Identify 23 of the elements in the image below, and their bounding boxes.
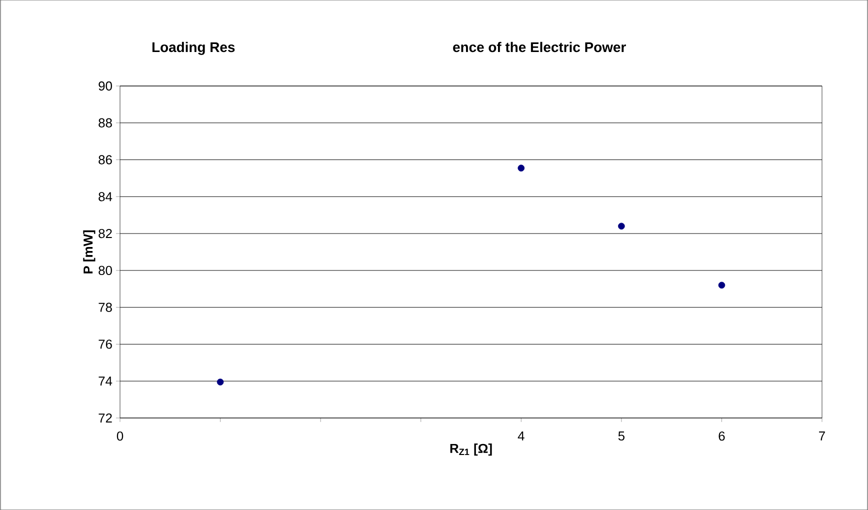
- y-tick-label: 90: [98, 81, 112, 91]
- y-tick-label: 84: [98, 192, 112, 202]
- point: [216, 378, 224, 386]
- y-axis-title: P [mW]: [83, 230, 96, 274]
- point: [618, 222, 625, 230]
- point: [718, 282, 726, 289]
- x-tick-label: 7: [819, 432, 825, 440]
- x-tick-label: 0: [116, 432, 124, 441]
- y-tick-label: 74: [98, 376, 112, 386]
- y-tick-label: 86: [98, 155, 112, 164]
- y-tick-label: 76: [98, 340, 112, 349]
- chart-title: Loading Res: [152, 42, 235, 55]
- y-tick-label: 88: [98, 118, 112, 128]
- y-tick-label: 82: [98, 228, 112, 238]
- x-axis-title: R$_{Z1}$ [Ω]: [450, 444, 492, 456]
- y-tick-label: 78: [98, 302, 112, 312]
- y-tick-label: 72: [98, 413, 112, 423]
- y-tick-label: 80: [98, 266, 112, 276]
- x-tick-label: 6: [718, 432, 725, 441]
- chart-subtitle: ence of the Electric Power: [453, 42, 626, 52]
- point: [518, 164, 525, 172]
- x-tick-label: 4: [518, 432, 524, 440]
- x-tick-label: 5: [618, 432, 624, 441]
